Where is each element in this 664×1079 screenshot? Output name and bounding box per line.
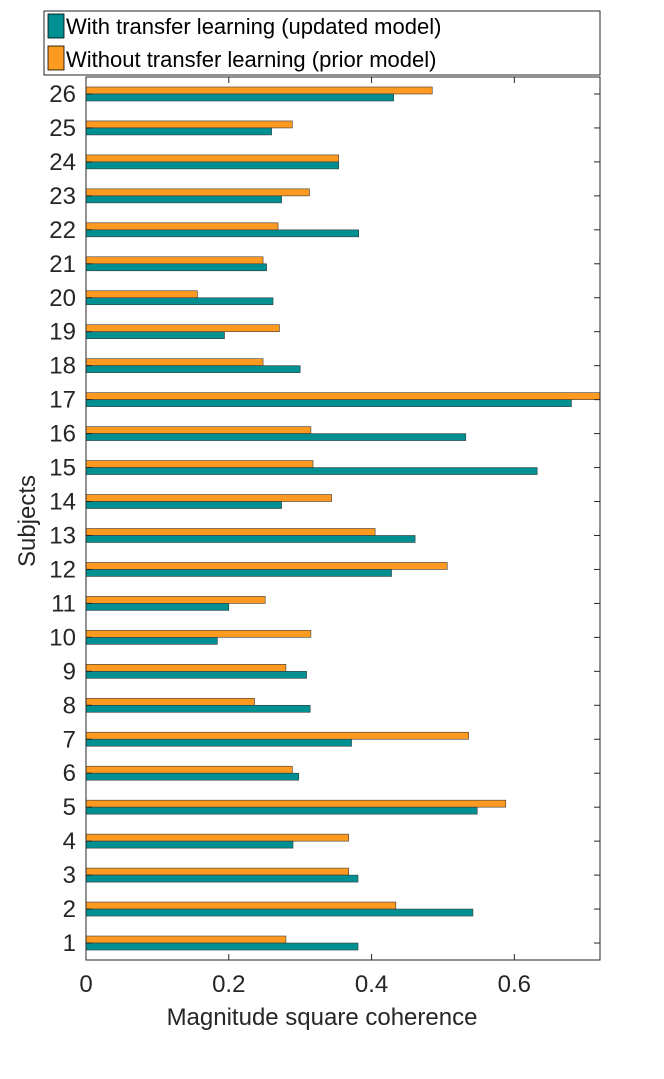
- y-tick-label-10: 10: [49, 624, 76, 651]
- bar-with-transfer-subject-24: [85, 161, 340, 170]
- bar-with-transfer-subject-7: [85, 738, 352, 747]
- y-tick-label-20: 20: [49, 285, 76, 312]
- bar-without-transfer-subject-2: [85, 901, 397, 910]
- y-tick-label-26: 26: [49, 81, 76, 108]
- bar-with-transfer-subject-5: [85, 806, 478, 815]
- bar-with-transfer-subject-8: [85, 704, 311, 713]
- y-tick-label-22: 22: [49, 217, 76, 244]
- y-tick-label-13: 13: [49, 522, 76, 549]
- y-tick-label-2: 2: [63, 896, 76, 923]
- bar-without-transfer-subject-11: [85, 596, 266, 604]
- bar-without-transfer-subject-19: [85, 324, 280, 333]
- bar-without-transfer-subject-3: [85, 867, 350, 876]
- y-tick-label-25: 25: [49, 115, 76, 142]
- bar-without-transfer-subject-4: [85, 833, 350, 842]
- y-tick-label-19: 19: [49, 319, 76, 346]
- bar-without-transfer-subject-6: [85, 765, 293, 774]
- x-tick-label-0: 0: [79, 971, 92, 998]
- bar-without-transfer-subject-18: [85, 358, 264, 366]
- bar-with-transfer-subject-9: [85, 671, 307, 679]
- y-tick-label-24: 24: [49, 149, 76, 176]
- bar-with-transfer-subject-11: [85, 603, 230, 611]
- bar-with-transfer-subject-26: [85, 93, 394, 102]
- bar-with-transfer-subject-22: [85, 229, 360, 238]
- legend-swatch-without-transfer: [47, 45, 65, 71]
- y-tick-label-23: 23: [49, 183, 76, 210]
- bar-without-transfer-subject-5: [85, 799, 507, 808]
- bar-without-transfer-subject-9: [85, 664, 287, 672]
- bar-without-transfer-subject-7: [85, 731, 469, 740]
- bar-with-transfer-subject-21: [85, 263, 267, 272]
- bar-with-transfer-subject-23: [85, 195, 282, 204]
- bar-without-transfer-subject-22: [85, 222, 279, 231]
- bar-without-transfer-subject-13: [85, 528, 376, 536]
- bar-without-transfer-subject-20: [85, 290, 198, 299]
- plot-background: [86, 77, 600, 960]
- legend-label-without-transfer: Without transfer learning (prior model): [66, 47, 436, 72]
- y-tick-label-1: 1: [63, 930, 76, 957]
- y-tick-label-4: 4: [63, 828, 76, 855]
- y-tick-label-5: 5: [63, 794, 76, 821]
- y-tick-label-16: 16: [49, 421, 76, 448]
- x-tick-label-1: 0.2: [212, 971, 245, 998]
- bar-without-transfer-subject-21: [85, 256, 264, 265]
- bar-without-transfer-subject-26: [85, 86, 433, 95]
- bar-without-transfer-subject-10: [85, 630, 312, 638]
- bar-without-transfer-subject-25: [85, 120, 293, 129]
- bar-with-transfer-subject-1: [85, 942, 359, 951]
- y-tick-label-11: 11: [51, 590, 76, 617]
- bar-with-transfer-subject-25: [85, 127, 272, 136]
- y-tick-label-7: 7: [63, 726, 76, 753]
- axes-box: [85, 76, 601, 961]
- bar-without-transfer-subject-24: [85, 154, 340, 163]
- bar-with-transfer-subject-3: [85, 874, 359, 883]
- bar-with-transfer-subject-19: [85, 331, 225, 340]
- bar-with-transfer-subject-16: [85, 433, 467, 441]
- bar-without-transfer-subject-17: [85, 392, 601, 400]
- y-tick-label-8: 8: [63, 692, 76, 719]
- bar-with-transfer-subject-20: [85, 297, 274, 306]
- y-tick-label-14: 14: [49, 489, 76, 516]
- y-tick-label-12: 12: [49, 556, 76, 583]
- y-tick-label-21: 21: [49, 251, 76, 278]
- bar-without-transfer-subject-16: [85, 426, 312, 434]
- y-tick-label-3: 3: [63, 862, 76, 889]
- bar-without-transfer-subject-15: [85, 460, 314, 468]
- bar-without-transfer-subject-1: [85, 935, 287, 944]
- y-tick-label-15: 15: [49, 455, 76, 482]
- x-tick-label-3: 0.6: [498, 971, 531, 998]
- bar-with-transfer-subject-6: [85, 772, 300, 781]
- y-tick-label-9: 9: [63, 658, 76, 685]
- x-tick-label-2: 0.4: [355, 971, 388, 998]
- bar-without-transfer-subject-8: [85, 697, 255, 706]
- y-tick-label-17: 17: [49, 387, 76, 414]
- legend-swatch-with-transfer: [47, 13, 65, 39]
- y-axis-title: Subjects: [14, 475, 41, 567]
- y-tick-label-6: 6: [63, 760, 76, 787]
- bar-without-transfer-subject-12: [85, 562, 448, 570]
- bar-with-transfer-subject-15: [85, 467, 538, 475]
- bar-with-transfer-subject-17: [85, 399, 572, 407]
- plot-area: 1234567891011121314151617181920212223242…: [49, 76, 601, 998]
- bar-with-transfer-subject-14: [85, 501, 282, 509]
- bar-with-transfer-subject-12: [85, 569, 392, 577]
- bar-without-transfer-subject-23: [85, 188, 310, 197]
- bar-with-transfer-subject-18: [85, 365, 301, 373]
- legend-label-with-transfer: With transfer learning (updated model): [66, 14, 441, 39]
- legend: With transfer learning (updated model) W…: [43, 10, 601, 76]
- bar-with-transfer-subject-13: [85, 535, 416, 543]
- legend-box: [43, 10, 601, 76]
- bar-with-transfer-subject-2: [85, 908, 474, 917]
- bar-without-transfer-subject-14: [85, 494, 332, 502]
- bar-with-transfer-subject-4: [85, 840, 294, 849]
- y-tick-label-18: 18: [49, 353, 76, 380]
- bar-with-transfer-subject-10: [85, 637, 218, 645]
- x-axis-title: Magnitude square coherence: [167, 1004, 478, 1031]
